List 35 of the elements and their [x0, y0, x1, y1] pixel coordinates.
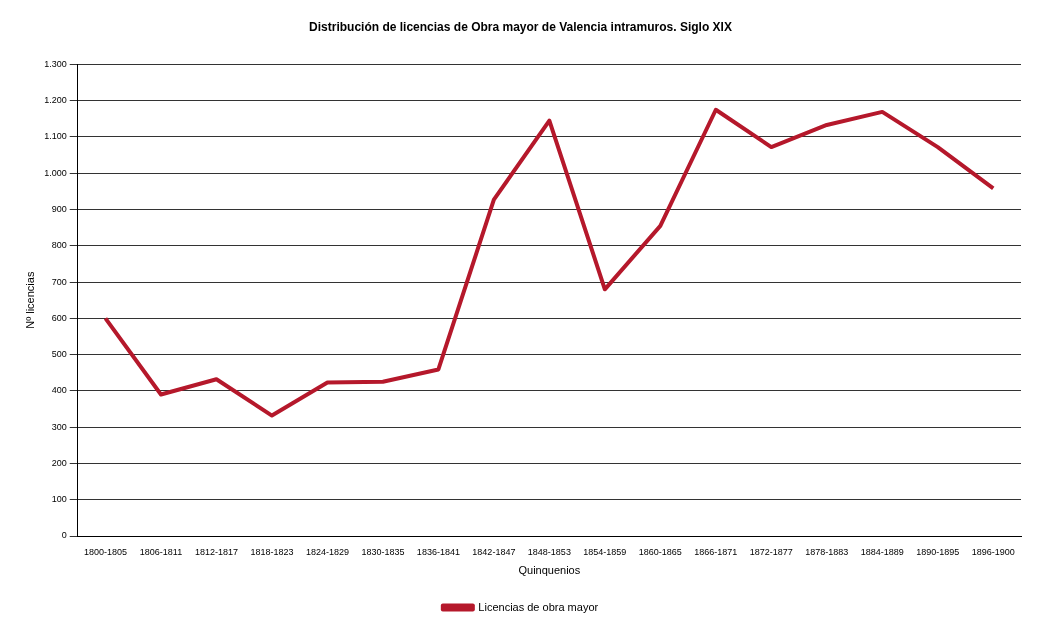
y-tick-label: 600 — [51, 312, 67, 323]
y-tick-label: 100 — [51, 494, 67, 505]
y-tick-label: 300 — [51, 421, 67, 432]
x-tick-label: 1866-1871 — [694, 546, 738, 557]
x-tick-label: 1824-1829 — [305, 546, 349, 557]
y-tick-label: 800 — [51, 240, 67, 251]
x-tick-label: 1830-1835 — [361, 546, 405, 557]
chart-title: Distribución de licencias de Obra mayor de Valencia intramuros. Siglo XIX — [309, 19, 732, 34]
y-tick-label: 1.200 — [44, 95, 67, 106]
x-tick-label: 1800-1805 — [83, 546, 127, 557]
y-tick-label: 1.000 — [44, 167, 67, 178]
y-axis-title: Nº licencias — [23, 271, 36, 329]
y-tick-label: 1.100 — [44, 131, 67, 142]
x-tick-label: 1854-1859 — [583, 546, 627, 557]
y-tick-label: 500 — [51, 349, 67, 360]
x-tick-label: 1818-1823 — [250, 546, 294, 557]
x-tick-label: 1836-1841 — [416, 546, 460, 557]
y-tick-label: 0 — [61, 530, 67, 541]
y-tick-label: 400 — [51, 385, 67, 396]
x-axis-title: Quinquenios — [518, 564, 581, 577]
x-tick-label: 1884-1889 — [860, 546, 904, 557]
x-tick-label: 1806-1811 — [139, 546, 183, 557]
x-tick-label: 1878-1883 — [805, 546, 849, 557]
y-tick-label: 1.300 — [44, 58, 67, 69]
y-tick-label: 200 — [51, 457, 67, 468]
y-tick-label: 900 — [51, 203, 67, 214]
x-tick-label: 1848-1853 — [527, 546, 571, 557]
x-tick-label: 1860-1865 — [638, 546, 682, 557]
x-tick-label: 1812-1817 — [194, 546, 238, 557]
x-tick-label: 1842-1847 — [472, 546, 516, 557]
x-tick-label: 1896-1900 — [971, 546, 1015, 557]
legend-label: Licencias de obra mayor — [478, 600, 599, 613]
x-tick-label: 1872-1877 — [749, 546, 793, 557]
y-tick-label: 700 — [51, 276, 67, 287]
x-tick-label: 1890-1895 — [916, 546, 960, 557]
